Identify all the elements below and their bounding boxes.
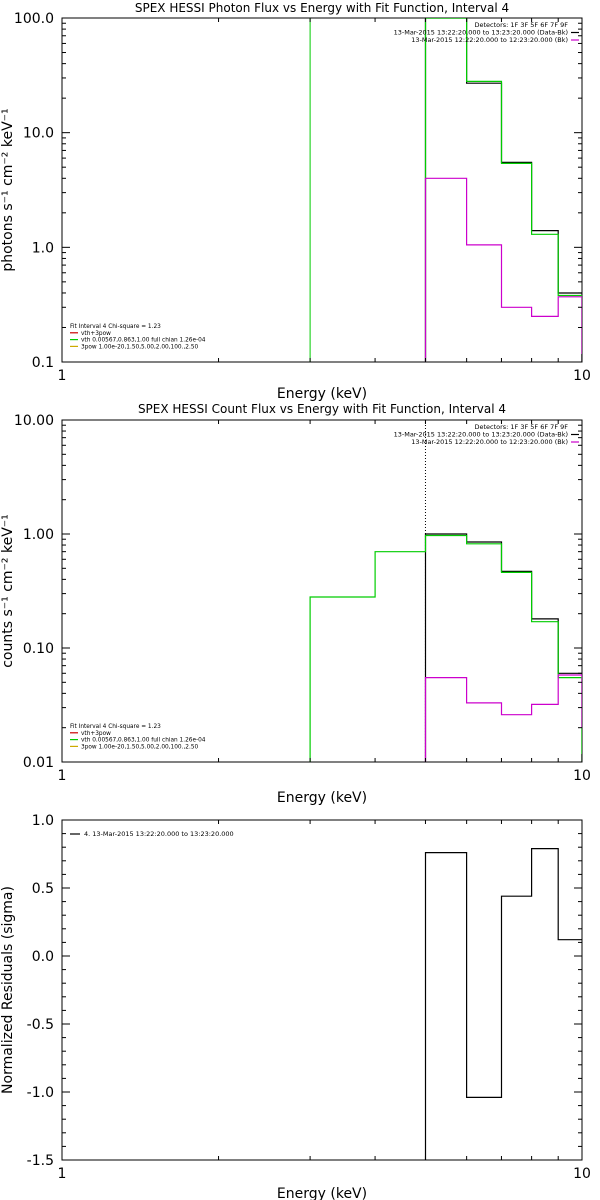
y-tick-label: 10.0	[23, 126, 54, 142]
plot-area	[424, 847, 582, 1160]
series-1-step-line	[424, 18, 582, 362]
plot-frame	[61, 819, 583, 1161]
legend-entry: 13-Mar-2015 12:22:20.000 to 12:23:20.000…	[411, 438, 568, 446]
y-tick-label: 0.10	[23, 641, 54, 657]
y-axis-label: photons s⁻¹ cm⁻² keV⁻¹	[0, 108, 16, 271]
legend-entry: vth+3pow	[81, 331, 111, 337]
x-axis-label: Energy (keV)	[277, 386, 367, 402]
legend-entry: 4. 13-Mar-2015 13:22:20.000 to 13:23:20.…	[84, 830, 234, 838]
legend-entry: 3pow 1.00e-20,1.50,5.00,2.00,100.,2.50	[81, 344, 199, 350]
series-2-step-line	[424, 18, 582, 362]
series-3-step-line	[424, 674, 582, 762]
plot-frame	[61, 17, 583, 363]
x-tick-label: 10	[573, 768, 591, 784]
legend-entry: 3pow 1.00e-20,1.50,5.00,2.00,100.,2.50	[81, 744, 199, 750]
x-tick-label: 1	[58, 368, 67, 384]
y-tick-label: 1.0	[32, 813, 54, 829]
y-axis-label: counts s⁻¹ cm⁻² keV⁻¹	[0, 514, 16, 668]
chart-panel-1: SPEX HESSI Photon Flux vs Energy with Fi…	[0, 1, 591, 402]
y-tick-label: 0.5	[32, 881, 54, 897]
series-2-step-line	[309, 534, 582, 762]
chart-title: SPEX HESSI Count Flux vs Energy with Fit…	[138, 402, 506, 416]
legend-entry: Detectors: 1F 3F 5F 6F 7F 9F	[474, 21, 568, 29]
x-tick-label: 10	[573, 368, 591, 384]
y-tick-label: 0.0	[32, 949, 54, 965]
chart-panel-2: SPEX HESSI Count Flux vs Energy with Fit…	[0, 402, 591, 806]
legend-entry: vth 0.00567,0.863,1.00 full chian 1.26e-…	[81, 338, 206, 344]
y-tick-label: 1.0	[32, 240, 54, 256]
chart-panel-3: Energy (keV) Normalized Residuals (sigma)…	[0, 813, 591, 1200]
y-tick-label: -0.5	[27, 1017, 54, 1033]
y-axis-label: Normalized Residuals (sigma)	[0, 886, 16, 1094]
series-3-step-line	[424, 177, 582, 362]
y-tick-label: 0.01	[23, 755, 54, 771]
y-tick-label: -1.5	[27, 1153, 54, 1169]
legend-entry: vth 0.00567,0.863,1.00 full chian 1.26e-…	[81, 738, 206, 744]
x-tick-label: 10	[573, 1166, 591, 1182]
y-tick-label: 0.1	[32, 355, 54, 371]
legend-entry: 13-Mar-2015 13:22:20.000 to 13:23:20.000…	[394, 29, 568, 37]
legend-entry: Fit Interval 4 Chi-square = 1.23	[70, 324, 161, 330]
legend-entry: 13-Mar-2015 12:22:20.000 to 12:23:20.000…	[411, 36, 568, 44]
x-tick-label: 1	[58, 1166, 67, 1182]
x-tick-label: 1	[58, 768, 67, 784]
x-axis-label: Energy (keV)	[277, 790, 367, 806]
legend-entry: vth+3pow	[81, 731, 111, 737]
plot-frame	[61, 419, 583, 763]
chart-title: SPEX HESSI Photon Flux vs Energy with Fi…	[135, 1, 509, 15]
x-axis-label: Energy (keV)	[277, 1186, 367, 1200]
series-1-step-line	[424, 847, 582, 1160]
plot-area	[309, 420, 582, 762]
y-tick-label: -1.0	[27, 1085, 54, 1101]
y-tick-label: 10.00	[14, 413, 54, 429]
y-tick-label: 100.0	[14, 11, 54, 27]
series-1-step-line	[424, 533, 582, 762]
legend-entry: 13-Mar-2015 13:22:20.000 to 13:23:20.000…	[394, 431, 568, 439]
legend-entry: Fit Interval 4 Chi-square = 1.23	[70, 724, 161, 730]
plot-area	[309, 18, 582, 362]
legend-entry: Detectors: 1F 3F 5F 6F 7F 9F	[474, 423, 568, 431]
y-tick-label: 1.00	[23, 527, 54, 543]
